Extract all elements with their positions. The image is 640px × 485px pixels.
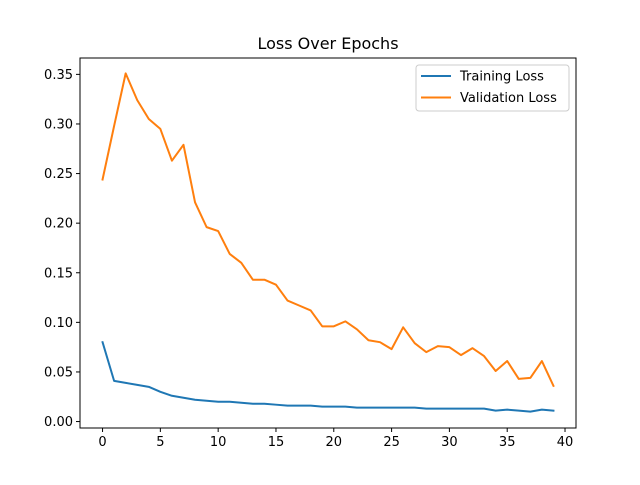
x-tick-label: 15	[268, 435, 285, 450]
x-tick-label: 30	[441, 435, 458, 450]
y-tick-label: 0.30	[44, 117, 73, 132]
legend-box	[415, 64, 570, 112]
x-tick-label: 25	[383, 435, 400, 450]
x-tick-label: 5	[156, 435, 164, 450]
x-tick-label: 40	[557, 435, 574, 450]
x-tick-label: 35	[499, 435, 516, 450]
y-tick-label: 0.35	[44, 68, 73, 83]
y-tick-label: 0.00	[44, 415, 73, 430]
x-tick-label: 0	[98, 435, 106, 450]
legend: Training Loss Validation Loss	[415, 64, 570, 112]
legend-label: Validation Loss	[460, 91, 557, 106]
y-tick-label: 0.20	[44, 217, 73, 232]
chart-title: Loss Over Epochs	[257, 34, 398, 53]
y-tick-label: 0.10	[44, 316, 73, 331]
axes: 0 5 10 15 20 25 30 35 40 0.00 0.05 0.10 0.15 0.20 0.25…	[44, 57, 577, 450]
y-tick-label: 0.05	[44, 365, 73, 380]
x-tick-label: 10	[210, 435, 227, 450]
series-line-1	[101, 340, 555, 413]
x-tick-label: 20	[326, 435, 343, 450]
y-tick-label: 0.25	[44, 167, 73, 182]
axes-frame	[79, 57, 577, 429]
legend-label: Training Loss	[459, 70, 544, 85]
y-tick-label: 0.15	[44, 266, 73, 281]
series-line-2	[101, 72, 555, 388]
plot-area	[101, 72, 555, 413]
